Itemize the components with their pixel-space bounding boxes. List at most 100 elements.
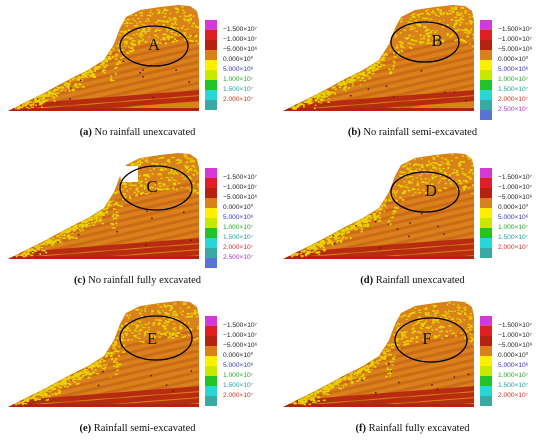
legend-swatch [480,70,492,80]
legend-swatch [480,316,492,326]
zone-label: D [425,181,437,200]
legend-value: 0.000×10⁰ [498,204,529,211]
zone-ellipse [394,317,468,363]
zone-ellipse [119,315,193,361]
stress-contour-plot [283,301,474,407]
legend-swatch [480,248,492,258]
legend-value: 1.500×10⁷ [223,382,254,389]
legend-value: −1.000×10⁷ [498,184,532,191]
legend-value: 2.000×10⁷ [223,96,254,103]
legend-swatch [205,208,217,218]
legend-swatch [205,336,217,346]
legend-swatch [480,376,492,386]
caption-letter: (c) [73,275,86,286]
legend-swatch [480,30,492,40]
panel-b: B −1.500×10⁷ −1.000×10⁷ −5.000×10⁶ 0.000×10… [275,0,550,148]
caption-text: No rainfall unexcavated [91,127,196,138]
legend-swatch [480,396,492,406]
legend-swatch [205,168,217,178]
caption-text: Rainfall unexcavated [373,275,465,286]
panel-caption: (a) No rainfall unexcavated [0,126,275,140]
legend-value: 1.000×10⁷ [223,372,254,379]
legend-swatch [480,50,492,60]
caption-letter: (b) [347,127,361,138]
legend-value: 1.500×10⁷ [223,234,254,241]
legend-value: 1.000×10⁷ [223,76,254,83]
panel-e: E −1.500×10⁷ −1.000×10⁷ −5.000×10⁶ 0.000×10… [0,296,275,444]
stress-contour-plot [283,5,474,111]
legend-swatch [205,50,217,60]
legend-value: −1.500×10⁷ [498,26,532,33]
legend-value: −1.500×10⁷ [498,174,532,181]
legend-swatch [205,20,217,30]
legend-value: −5.000×10⁶ [223,46,258,53]
legend-swatch [480,198,492,208]
legend-swatch [480,40,492,50]
legend-value: −1.500×10⁷ [498,322,532,329]
caption-letter: (d) [360,275,374,286]
legend-swatch [205,178,217,188]
legend-value: −1.500×10⁷ [223,174,257,181]
legend-swatch [205,396,217,406]
legend-value: −1.000×10⁷ [223,332,257,339]
panel-caption: (e) Rainfall semi-excavated [0,422,275,436]
legend-value: 0.000×10⁰ [498,56,529,63]
legend-value: 2.000×10⁷ [498,244,529,251]
legend-swatch [205,198,217,208]
stress-contour-plot [8,153,199,259]
legend-value: −1.500×10⁷ [223,26,257,33]
legend-value: 1.000×10⁷ [498,372,529,379]
panel-caption: (c) No rainfall fully excavated [0,274,275,288]
zone-ellipse [119,165,193,211]
legend-swatch [205,376,217,386]
legend-value: 2.000×10⁷ [498,392,529,399]
legend-swatch [205,228,217,238]
legend-swatch [205,70,217,80]
legend-value: 1.000×10⁷ [223,224,254,231]
slope-body [8,5,199,111]
legend-value: 5.000×10⁶ [498,66,529,73]
stress-contour-plot [8,5,199,111]
legend-value: 2.500×10⁷ [223,254,254,261]
legend-swatch [480,218,492,228]
caption-letter: (a) [79,127,92,138]
legend-swatch [480,326,492,336]
legend-value: 0.000×10⁰ [223,352,254,359]
legend-swatch [480,366,492,376]
legend-swatch [480,188,492,198]
legend-swatch [480,100,492,110]
legend-swatch [205,80,217,90]
legend-value: −1.000×10⁷ [223,184,257,191]
legend-value: 5.000×10⁶ [223,362,254,369]
legend-swatch [205,356,217,366]
zone-label: B [431,31,443,50]
stress-contour-plot [283,153,474,259]
caption-letter: (e) [79,423,92,434]
legend-swatch [480,346,492,356]
legend-value: 1.500×10⁷ [498,86,529,93]
legend-value: −5.000×10⁶ [498,194,533,201]
legend-value: −5.000×10⁶ [498,342,533,349]
legend-value: 0.000×10⁰ [223,56,254,63]
legend-swatch [480,80,492,90]
legend-swatch [205,248,217,258]
legend-swatch [205,30,217,40]
caption-letter: (f) [355,423,367,434]
legend-value: 2.000×10⁷ [223,244,254,251]
legend-value: 2.000×10⁷ [223,392,254,399]
legend-swatch [205,316,217,326]
caption-text: No rainfall fully excavated [85,275,202,286]
caption-text: No rainfall semi-excavated [360,127,478,138]
legend-swatch [205,90,217,100]
zone-label: F [422,329,432,348]
legend-swatch [480,336,492,346]
zone-label: C [146,177,158,196]
legend-value: −1.000×10⁷ [498,36,532,43]
legend-swatch [480,110,492,120]
legend-swatch [205,258,217,268]
zone-label: A [148,35,160,54]
slope-body [8,301,199,407]
legend-swatch [205,386,217,396]
legend-swatch [480,90,492,100]
legend-swatch [480,386,492,396]
